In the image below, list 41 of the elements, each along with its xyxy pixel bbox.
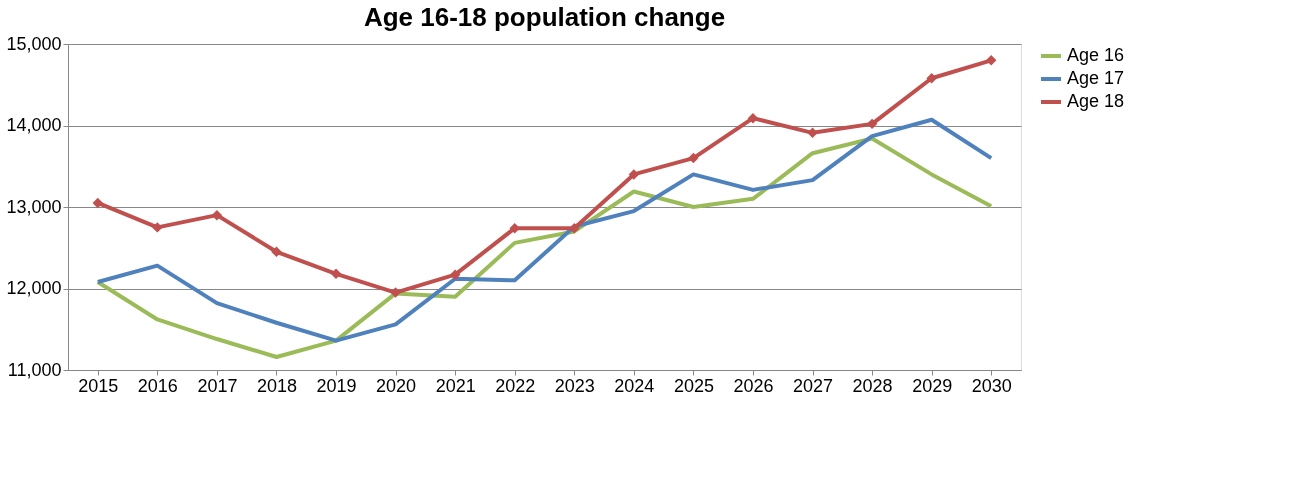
x-tick-label: 2018: [256, 375, 297, 396]
point: [747, 112, 759, 124]
point: [807, 127, 818, 139]
x-tick-label: 2020: [376, 375, 417, 396]
y-tick-label: 15,000: [6, 33, 62, 54]
point: [569, 222, 580, 234]
legend-label: Age 17: [1067, 68, 1125, 88]
x-tick-label: 2015: [78, 375, 119, 396]
x-tick-label: 2027: [793, 375, 834, 396]
chart-title: Age 16-18 population change: [363, 2, 726, 32]
legend-label: Age 16: [1067, 45, 1125, 65]
point: [985, 55, 997, 66]
point: [449, 269, 461, 280]
x-tick-label: 2022: [495, 375, 536, 396]
point: [152, 222, 163, 233]
x-tick-label: 2016: [137, 375, 178, 396]
point: [926, 72, 937, 84]
x-tick-label: 2026: [733, 375, 774, 396]
y-tick-label: 11,000: [7, 359, 62, 380]
point: [509, 222, 520, 234]
y-tick-label: 13,000: [6, 196, 62, 217]
x-tick-label: 2021: [435, 375, 476, 396]
x-tick-label: 2030: [971, 375, 1012, 396]
legend-label: Age 18: [1067, 91, 1125, 111]
point: [330, 268, 342, 280]
x-tick-label: 2024: [614, 375, 655, 396]
point: [271, 246, 282, 258]
x-tick-label: 2017: [197, 375, 238, 396]
y-tick-label: 14,000: [6, 115, 62, 135]
point: [92, 197, 104, 209]
point: [688, 152, 699, 164]
point: [866, 118, 878, 130]
point: [390, 287, 401, 298]
x-tick-label: 2025: [673, 375, 714, 396]
point: [211, 209, 223, 221]
point: [628, 169, 640, 180]
x-tick-label: 2028: [852, 375, 893, 396]
y-tick-label: 12,000: [6, 278, 62, 298]
x-tick-label: 2019: [316, 375, 357, 396]
x-tick-label: 2029: [912, 375, 953, 396]
x-tick-label: 2023: [554, 375, 595, 396]
